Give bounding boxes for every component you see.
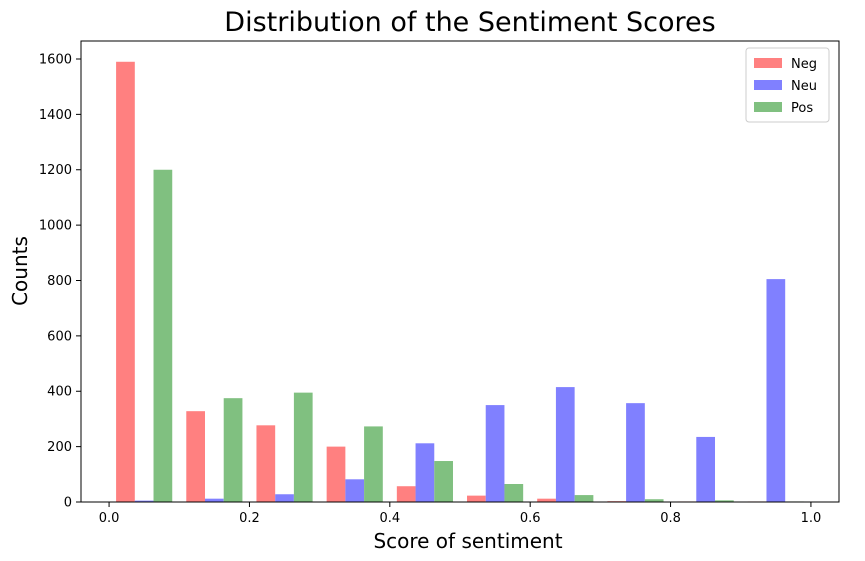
bar-pos-6 [574,495,594,502]
bar-neu-4 [415,443,435,502]
x-axis: 0.0 0.2 0.4 0.6 0.8 1.0 [99,502,822,526]
bar-neg-5 [467,495,486,502]
bar-pos-0 [153,169,173,502]
bar-neg-2 [256,425,276,502]
bars-layer [116,61,804,503]
bar-pos-2 [293,392,313,502]
bar-neu-1 [204,498,224,502]
bar-neu-6 [555,387,575,502]
y-tick-label: 200 [47,440,72,455]
bar-pos-4 [434,461,453,502]
bar-neu-8 [696,436,716,502]
y-axis-title: Counts [8,236,32,306]
x-tick-label: 1.0 [801,511,822,526]
bar-pos-5 [504,484,524,502]
legend-label-neu: Neu [791,79,817,94]
bar-neu-2 [275,494,294,502]
bar-neg-3 [326,446,346,502]
x-tick-label: 0.4 [379,511,400,526]
plot-area-frame [80,40,840,503]
x-tick-label: 0.0 [99,511,120,526]
bar-neu-7 [626,403,645,502]
legend-label-neg: Neg [791,57,817,72]
bar-pos-7 [644,499,664,502]
bar-pos-8 [715,500,734,502]
bar-neu-3 [345,479,365,502]
bar-pos-3 [364,426,383,502]
y-tick-label: 1000 [39,219,72,234]
y-tick-label: 800 [47,274,72,289]
bar-neu-5 [485,405,505,502]
chart-title: Distribution of the Sentiment Scores [224,7,715,38]
legend-swatch-neu [754,80,782,90]
y-tick-label: 1400 [39,108,72,123]
bar-pos-1 [223,398,243,502]
bar-neu-0 [134,500,154,502]
x-tick-label: 0.2 [239,511,260,526]
y-tick-label: 600 [47,329,72,344]
bar-neg-1 [186,411,205,502]
bar-neg-6 [537,498,556,502]
y-tick-label: 400 [47,385,72,400]
bar-neu-9 [766,279,786,502]
bar-neg-0 [116,61,135,503]
legend-swatch-neg [754,58,782,68]
x-tick-label: 0.6 [520,511,541,526]
legend: Neg Neu Pos [745,47,830,123]
y-axis: 0 200 400 600 800 1000 1200 1400 1600 [39,52,81,511]
legend-label-pos: Pos [791,101,813,116]
legend-swatch-pos [754,102,782,112]
bar-neg-4 [396,486,416,502]
y-tick-label: 1200 [39,163,72,178]
x-axis-title: Score of sentiment [373,529,562,553]
y-tick-label: 1600 [39,52,72,67]
y-tick-label: 0 [64,496,72,511]
x-tick-label: 0.8 [660,511,681,526]
